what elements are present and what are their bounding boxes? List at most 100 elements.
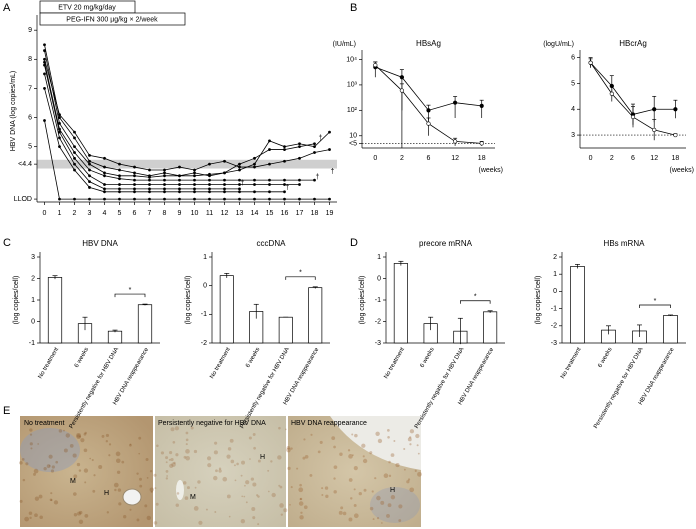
texture [393,440,396,443]
texture [348,478,353,482]
texture [198,520,203,525]
texture [43,466,47,471]
texture [113,482,119,488]
texture [257,459,261,463]
point [193,168,196,172]
texture [78,519,84,525]
y-tick-label: 0 [377,275,381,282]
texture [387,429,390,432]
point [208,190,211,194]
point [298,183,301,186]
texture [407,478,411,481]
y-tick-label: 2 [31,275,35,282]
point [148,168,151,172]
point [73,136,76,140]
texture [369,451,373,455]
point [313,145,316,149]
texture [257,523,260,526]
texture [165,461,168,464]
texture [321,487,324,490]
x-tick-label: No treatment [560,347,583,380]
texture [169,463,174,468]
bar [278,316,293,344]
texture [214,441,218,445]
x-axis-label: (weeks) [669,167,694,174]
texture [290,486,293,489]
texture [338,510,343,515]
point [43,63,46,67]
texture [76,434,82,440]
texture [139,477,142,481]
x-tick-label: 0 [43,210,47,217]
texture [377,438,383,444]
texture [215,469,218,473]
x-tick-label: 12 [451,155,459,162]
texture [279,503,284,508]
x-tick-label: 18 [672,155,680,162]
point [298,178,301,182]
texture [245,501,248,504]
x-tick-label: 13 [236,210,244,217]
texture [184,496,189,500]
x-tick-label: 15 [266,210,274,217]
point [253,165,256,169]
texture [299,498,302,501]
point [103,190,106,194]
panel-label: C [3,237,11,249]
x-tick-label: 6 [133,210,137,217]
texture [243,495,246,498]
y-tick-label: -1 [375,297,381,304]
texture [138,436,142,440]
point [73,151,76,154]
point [652,107,657,112]
series-line [44,59,330,171]
point [313,197,316,201]
texture [299,483,302,487]
y-axis-label: (log copies/cell) [359,276,366,325]
texture [407,437,412,442]
point [268,178,271,182]
x-tick-label: 0 [589,155,593,162]
point [268,162,271,166]
point [208,172,211,176]
texture [106,511,109,514]
point [178,187,181,191]
chart-title: HBV DNA [82,239,118,248]
texture [333,445,336,449]
texture [30,447,33,450]
point [238,183,241,186]
texture [63,448,68,453]
texture [117,488,122,492]
texture [105,433,110,438]
point [88,154,91,157]
texture [251,507,256,512]
texture [207,463,212,468]
point [208,178,211,182]
x-tick-label: 9 [178,210,182,217]
x-tick-label: HBV DNA reappearance [283,346,321,406]
point [73,156,76,160]
x-tick-label: 16 [281,210,289,217]
point [178,174,181,178]
point [73,168,76,172]
point [223,197,226,201]
texture [73,513,78,517]
texture [50,499,53,502]
point [163,183,166,186]
texture [108,443,112,446]
texture [34,513,38,518]
micrograph [155,416,286,527]
texture [29,433,33,436]
point [118,168,121,172]
texture [89,457,92,460]
texture [121,460,125,464]
x-tick-label: HBV DNA reappearance [458,346,496,406]
y-tick-label: 0 [553,288,557,295]
texture [409,487,415,493]
texture [351,433,354,436]
chart-title: cccDNA [257,239,287,248]
texture [115,458,121,464]
point [298,156,301,160]
point [223,190,226,194]
texture [409,436,412,439]
